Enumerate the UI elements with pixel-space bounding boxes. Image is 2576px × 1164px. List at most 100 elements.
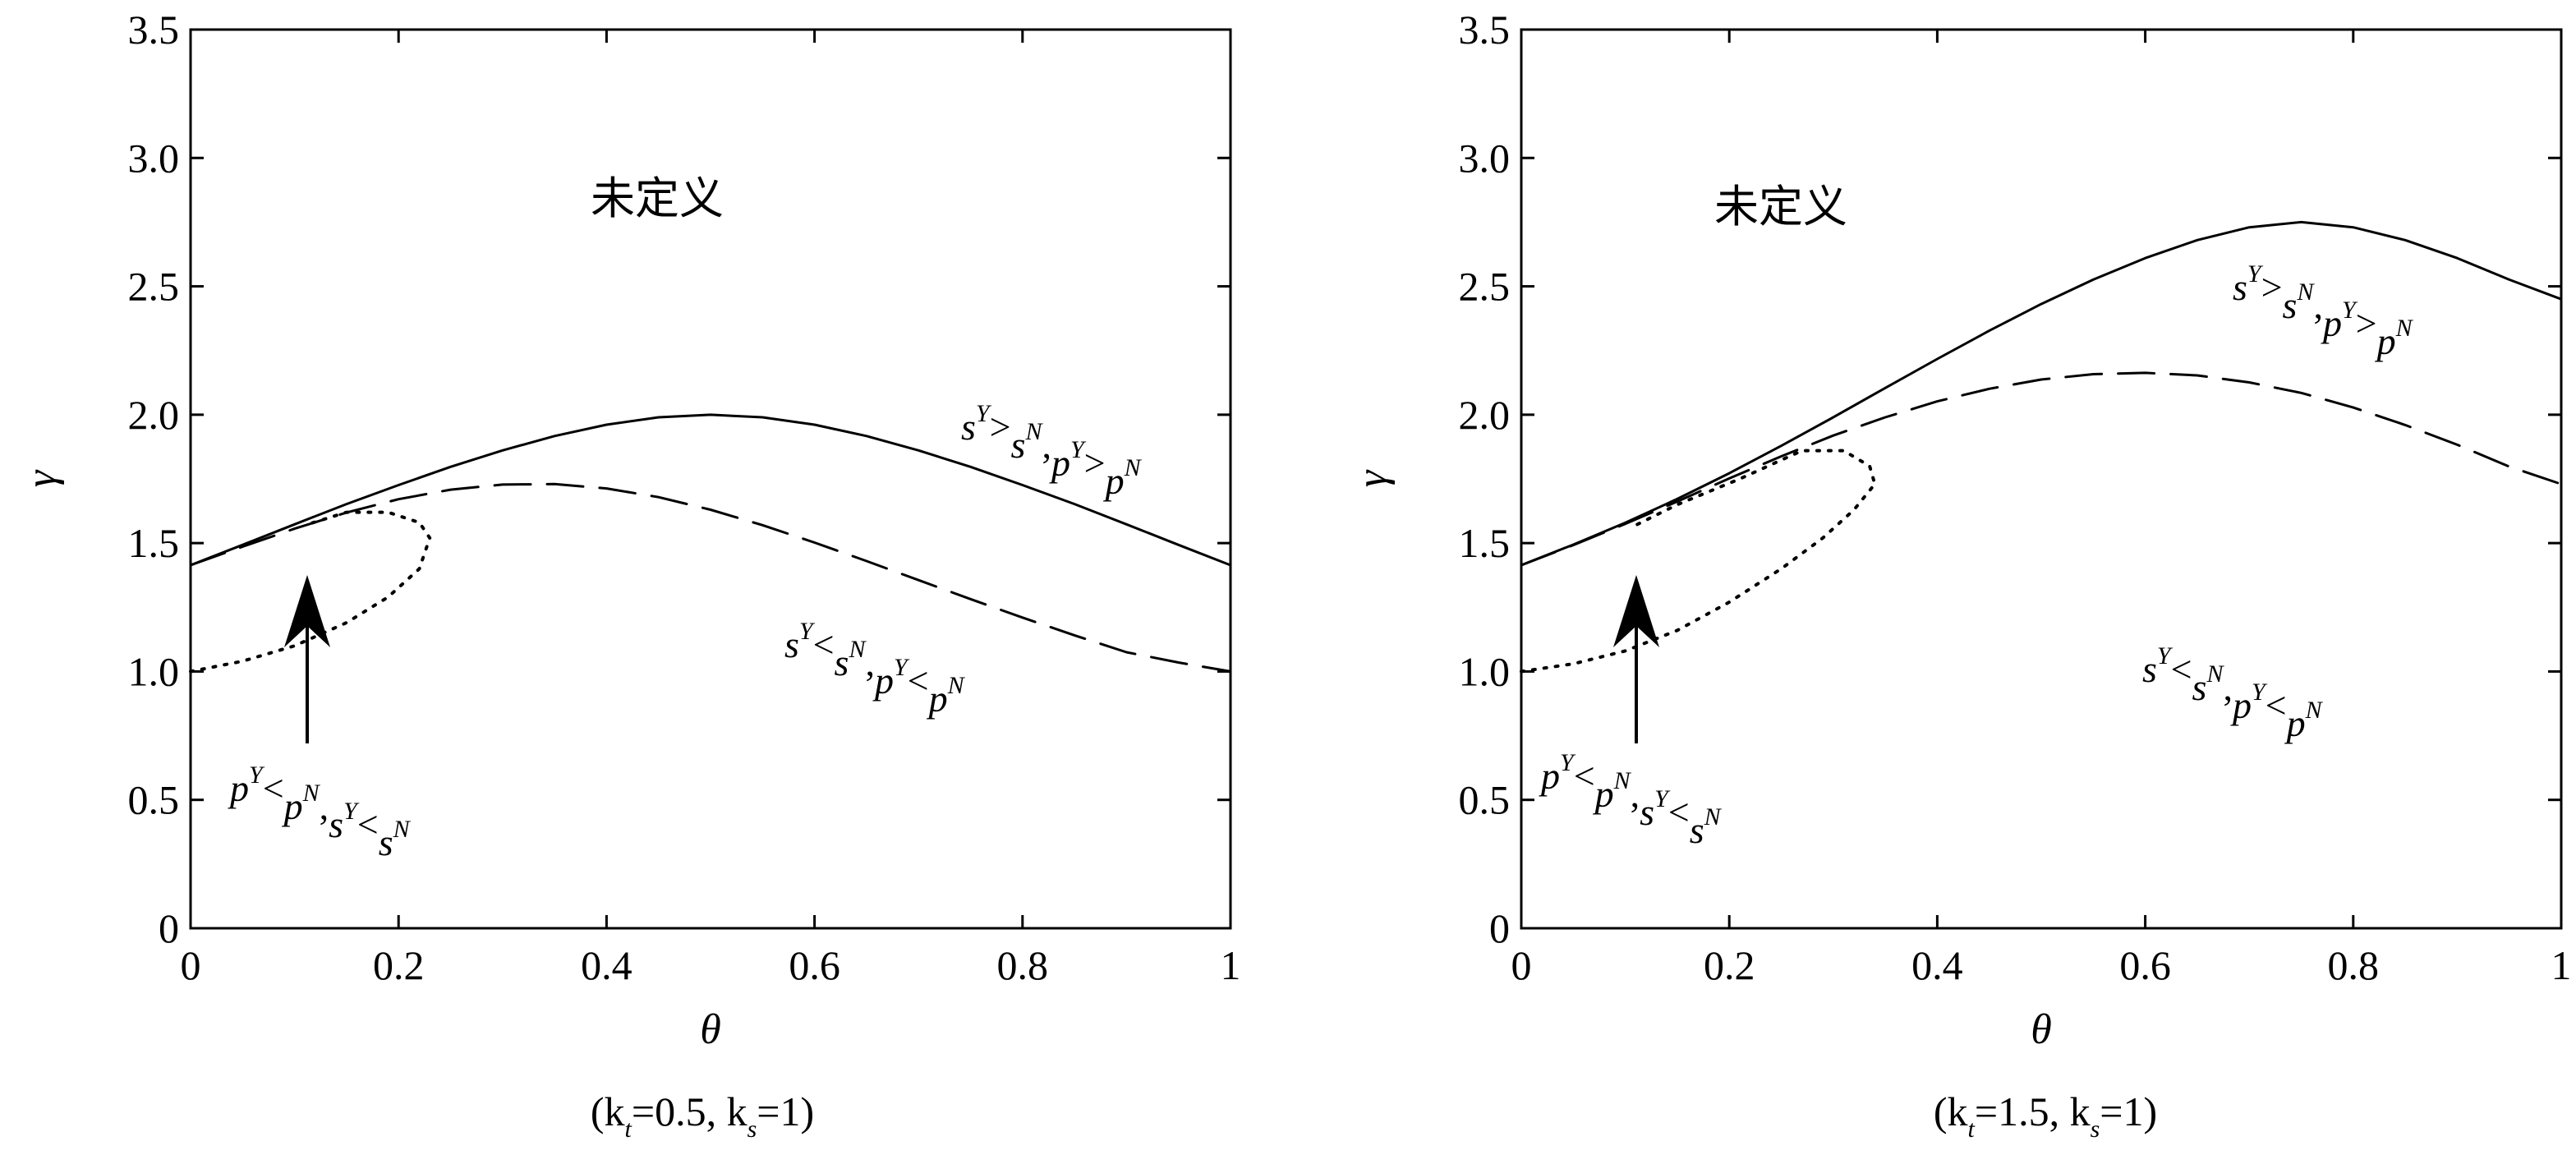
- solid-series-line: [189, 413, 1232, 567]
- upper-region-label-sup4: N: [1124, 454, 1143, 481]
- x-tick-label: 1: [1221, 942, 1241, 988]
- arrow-region-label-sup3: Y: [1654, 785, 1671, 812]
- x-tick-label: 0.4: [581, 942, 632, 988]
- arrow-region-label-sup1: Y: [249, 761, 265, 789]
- upper-region-label-sup1: Y: [976, 400, 992, 427]
- solid-series-line: [1520, 220, 2563, 567]
- upper-region-label: sY>sN,pY>pN: [2233, 260, 2414, 362]
- lower-region-label-sup1: Y: [2157, 642, 2174, 669]
- y-tick-label: 2.5: [1459, 264, 1511, 310]
- lower-region-label-sup4: N: [947, 672, 966, 699]
- upper-region-label-base3: p: [1049, 442, 1070, 484]
- panel-caption: (kt=0.5, ks=1): [591, 1088, 814, 1143]
- arrow-region-label-rel1: <: [1574, 755, 1595, 797]
- lower-region-label-sep: ,: [865, 642, 875, 683]
- upper-region-label-sup2: N: [1024, 418, 1043, 445]
- x-tick-label: 0.2: [1704, 942, 1755, 988]
- panel-caption: (kt=1.5, ks=1): [1934, 1088, 2157, 1143]
- caption-sub1: t: [1968, 1116, 1976, 1143]
- arrow-region-label-base3: s: [1640, 791, 1654, 833]
- plot-frame: [1520, 28, 2563, 930]
- y-axis-label: γ: [18, 469, 65, 487]
- y-tick-label: 2.0: [1459, 392, 1511, 438]
- dashed-series-line: [1520, 371, 2563, 567]
- upper-region-label-base1: s: [961, 406, 976, 448]
- y-tick-label: 1.0: [128, 648, 180, 694]
- upper-region-label-sup1: Y: [2247, 260, 2264, 288]
- upper-region-label-base2: s: [2283, 284, 2298, 326]
- pointer-arrow-head: [1613, 575, 1659, 647]
- lower-region-label-base2: s: [2192, 666, 2207, 708]
- lower-region-label-base1: s: [784, 623, 799, 665]
- caption-sub1: t: [625, 1116, 632, 1143]
- lower-region-label-rel2: <: [908, 660, 929, 702]
- x-tick-label: 0.4: [1911, 942, 1963, 988]
- lower-region-label-base4: p: [2284, 702, 2306, 744]
- upper-region-label-rel2: >: [1084, 442, 1106, 484]
- lower-region-label: sY<sN,pY<pN: [784, 618, 966, 720]
- caption-mid: =0.5, k: [632, 1088, 748, 1134]
- lower-region-label-sep: ,: [2223, 666, 2233, 708]
- y-tick-label: 3.5: [128, 7, 180, 53]
- y-tick-label: 2.0: [128, 392, 180, 438]
- y-tick-label: 1.5: [1459, 520, 1511, 566]
- caption-mid: =1.5, k: [1975, 1088, 2091, 1134]
- arrow-region-label-base3: s: [329, 803, 343, 845]
- y-tick-label: 3.0: [128, 135, 180, 181]
- upper-region-label-base2: s: [1011, 424, 1026, 466]
- arrow-region-label-base4: s: [1690, 809, 1704, 851]
- lower-region-label-sup3: Y: [2252, 679, 2268, 706]
- caption-open: (k: [1934, 1088, 1968, 1134]
- undefined-region-label: 未定义: [1714, 182, 1847, 232]
- upper-region-label-base4: p: [1103, 460, 1125, 502]
- caption-close: =1): [757, 1088, 814, 1134]
- lower-region-label-base4: p: [927, 678, 948, 720]
- arrow-region-label-sup2: N: [302, 780, 321, 807]
- upper-region-label-sup3: Y: [2342, 297, 2358, 324]
- arrow-region-label: pY<pN,sY<sN: [1539, 749, 1723, 851]
- lower-region-label-base3: p: [2230, 684, 2252, 726]
- x-tick-label: 1: [2551, 942, 2572, 988]
- caption-sub2: s: [748, 1116, 757, 1143]
- caption-close: =1): [2100, 1088, 2157, 1134]
- upper-region-label-sup2: N: [2296, 278, 2315, 306]
- upper-region-label-base1: s: [2233, 266, 2247, 308]
- y-tick-label: 0.5: [1459, 777, 1511, 823]
- upper-region-label-base3: p: [2321, 302, 2342, 344]
- y-tick-label: 1.5: [128, 520, 180, 566]
- lower-region-label-rel1: <: [2171, 648, 2192, 690]
- arrow-region-label: pY<pN,sY<sN: [228, 761, 412, 863]
- plot-frame: [189, 28, 1232, 930]
- chart-panel-1: 0 0.2 0.4 0.6 0.8 1 0 0.5 1.0 1.5 2.0 2.5 3.0 3.5 θ γ 未定…: [18, 7, 1241, 1143]
- x-axis-label: θ: [2031, 1006, 2052, 1053]
- arrow-region-label-base1: p: [228, 767, 249, 809]
- upper-region-label-sep: ,: [1042, 424, 1051, 466]
- arrow-region-label-sup1: Y: [1560, 749, 1576, 776]
- lower-region-label-rel2: <: [2266, 684, 2287, 726]
- upper-region-label-sup4: N: [2395, 315, 2414, 342]
- dotted-series-line: [1520, 449, 1877, 674]
- upper-region-label: sY>sN,pY>pN: [961, 400, 1143, 502]
- caption-open: (k: [591, 1088, 625, 1134]
- arrow-region-label-sup3: Y: [343, 798, 360, 825]
- upper-region-label-sup3: Y: [1070, 436, 1087, 463]
- upper-region-label-sep: ,: [2313, 284, 2323, 326]
- chart-panel-2: 0 0.2 0.4 0.6 0.8 1 0 0.5 1.0 1.5 2.0 2.5 3.0 3.5 θ γ 未定…: [1349, 7, 2572, 1143]
- arrow-region-label-rel2: <: [357, 803, 379, 845]
- y-tick-label: 0.5: [128, 777, 180, 823]
- y-tick-label: 3.5: [1459, 7, 1511, 53]
- x-tick-label: 0: [181, 942, 201, 988]
- lower-region-label-sup4: N: [2305, 697, 2324, 724]
- y-tick-label: 0: [1489, 905, 1510, 951]
- undefined-region-label: 未定义: [591, 174, 724, 223]
- y-tick-label: 0: [159, 905, 179, 951]
- lower-region-label: sY<sN,pY<pN: [2142, 642, 2324, 744]
- x-axis-label: θ: [700, 1006, 721, 1053]
- arrow-region-label-base1: p: [1539, 755, 1560, 797]
- y-tick-label: 3.0: [1459, 135, 1511, 181]
- x-tick-label: 0.6: [2119, 942, 2171, 988]
- lower-region-label-base1: s: [2142, 648, 2157, 690]
- arrow-region-label-sup4: N: [393, 816, 412, 843]
- caption-sub2: s: [2091, 1116, 2100, 1143]
- lower-region-label-rel1: <: [813, 623, 835, 665]
